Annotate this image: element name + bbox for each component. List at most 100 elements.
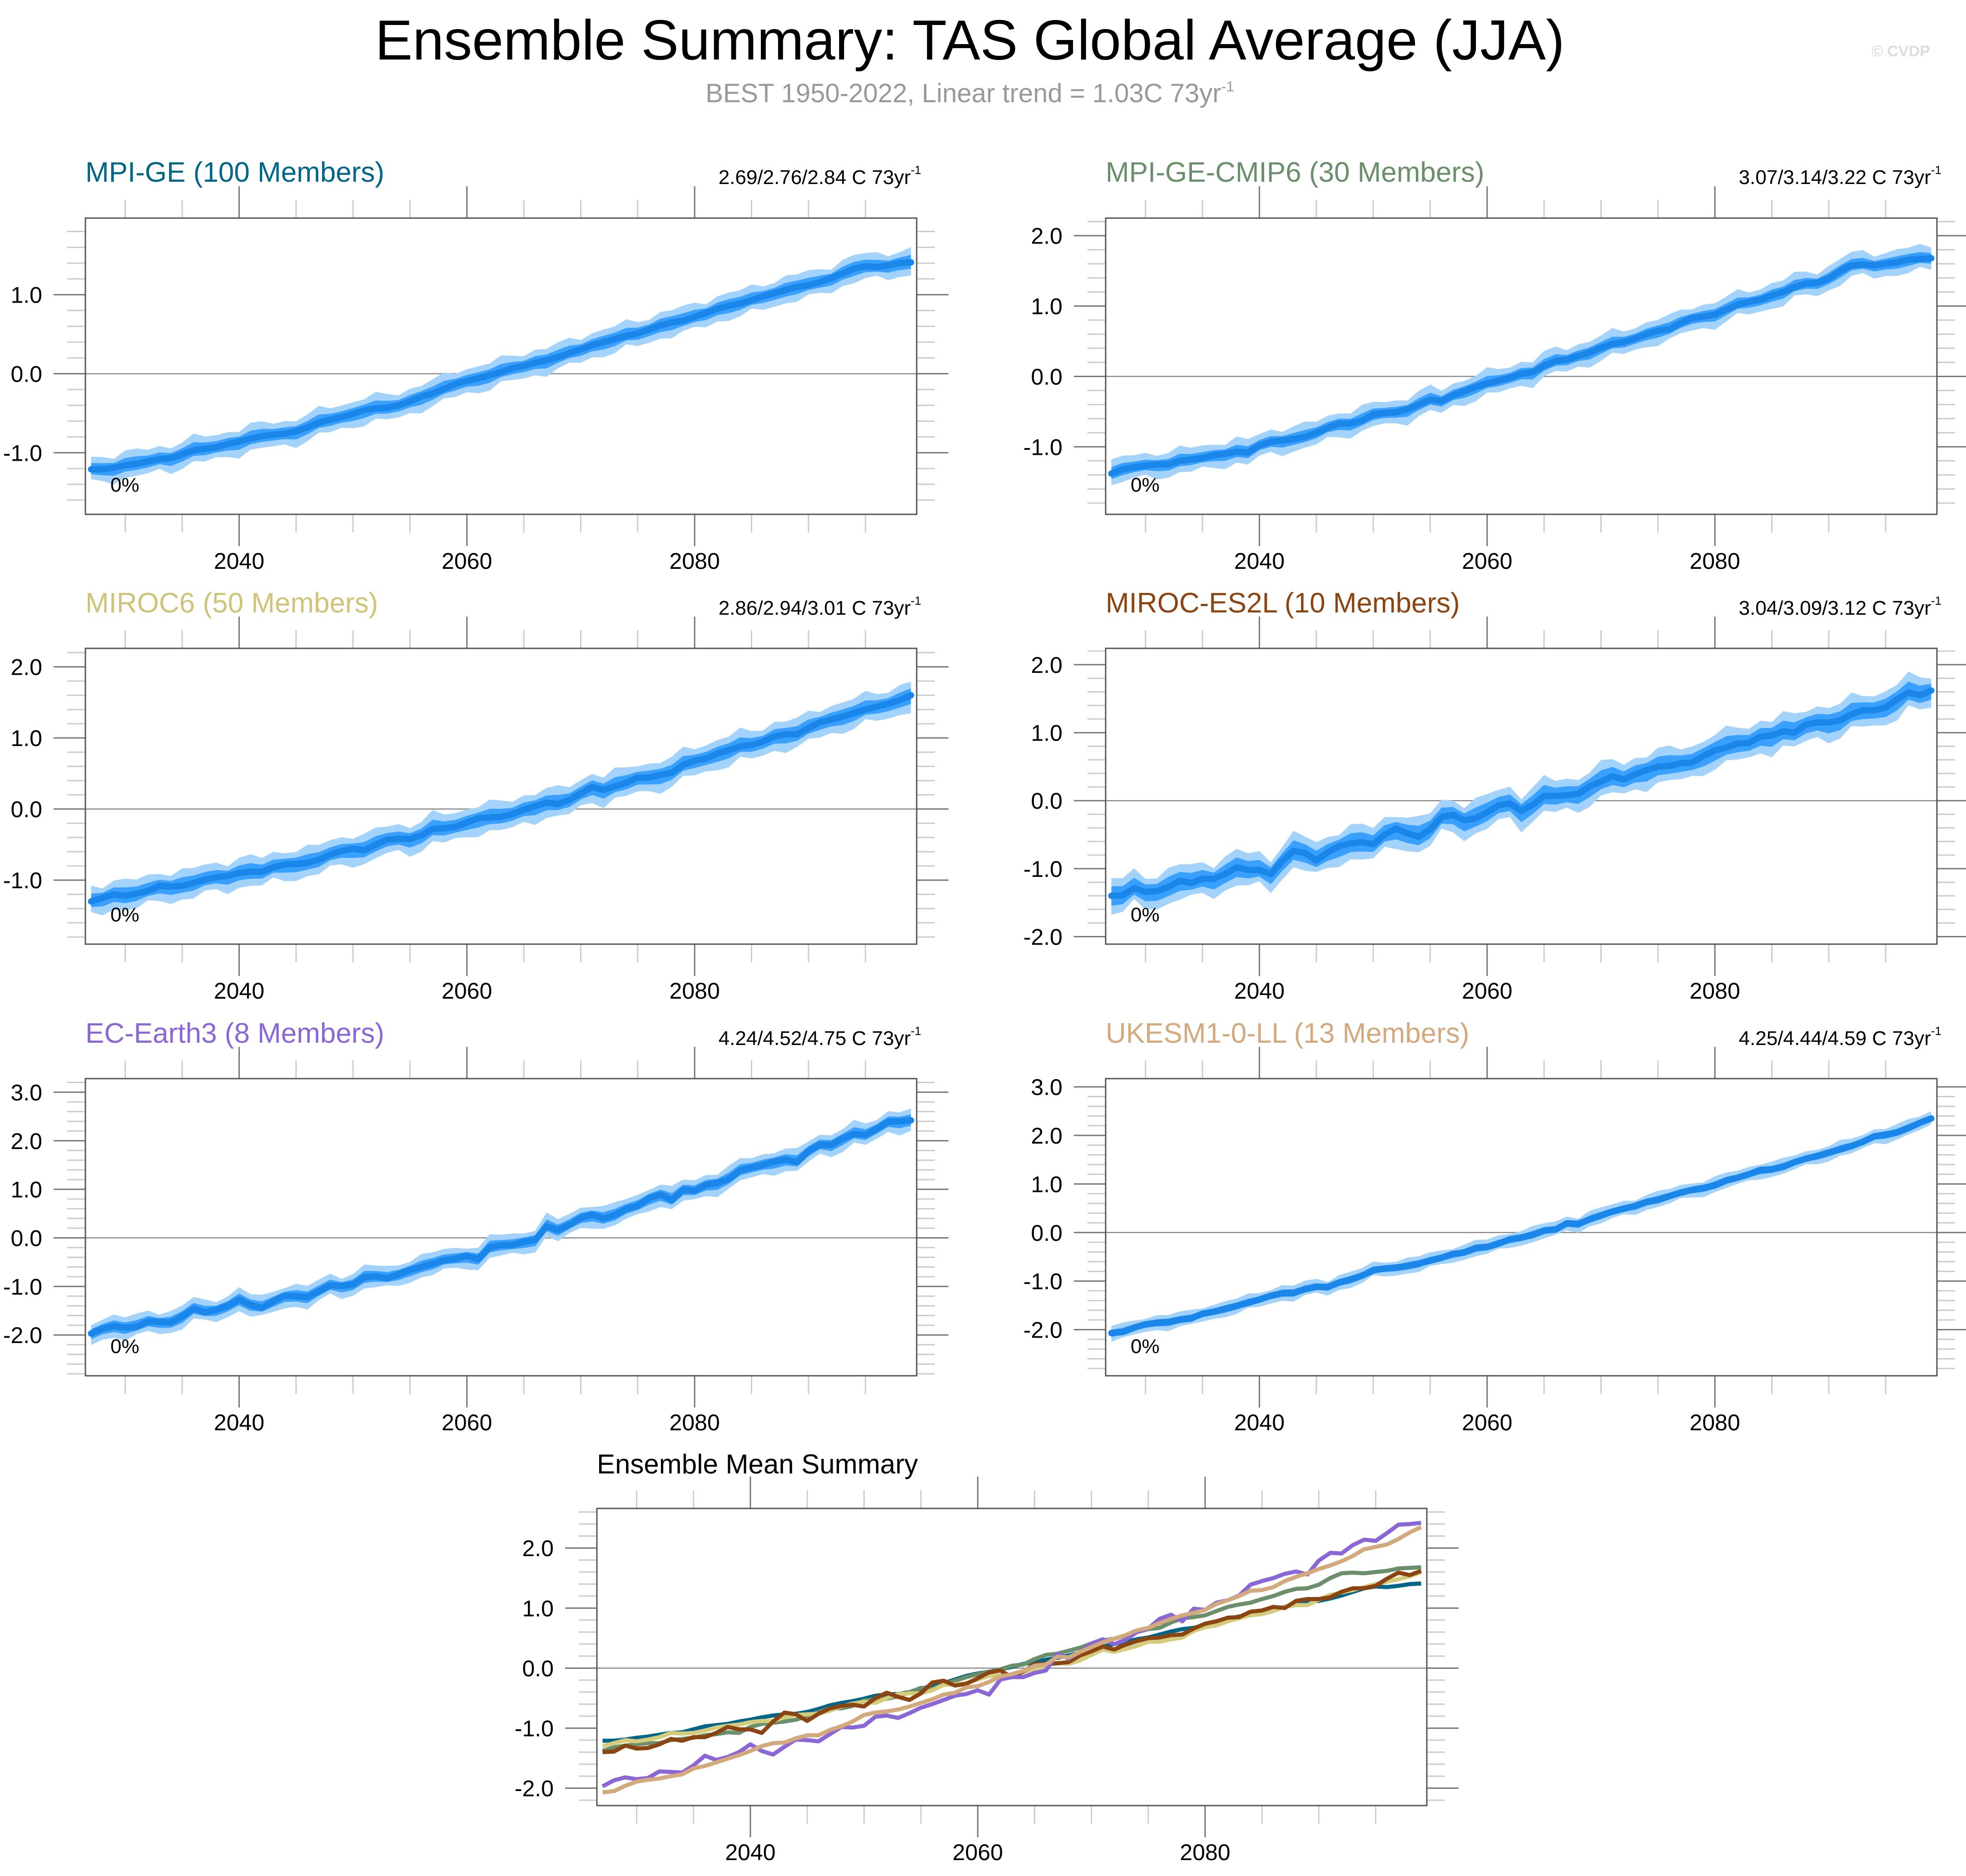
subtitle-text: BEST 1950-2022, Linear trend = 1.03C 73y… bbox=[705, 79, 1221, 108]
plot-frame bbox=[596, 1508, 1428, 1806]
panel-5: EC-Earth3 (8 Members) 4.24/4.52/4.75 C 73… bbox=[3, 1018, 948, 1435]
y-tick-label: 3.0 bbox=[1031, 1075, 1062, 1100]
trend-label: 2.86/2.94/3.01 C 73yr-1 bbox=[719, 594, 921, 619]
panel-title: UKESM1-0-LL (13 Members) bbox=[1106, 1018, 1470, 1049]
y-tick-label: -2.0 bbox=[3, 1323, 42, 1348]
trend-superscript: -1 bbox=[1931, 1024, 1941, 1038]
x-tick-label: 2080 bbox=[1690, 548, 1740, 574]
y-tick-label: 1.0 bbox=[522, 1596, 554, 1621]
y-tick-label: 2.0 bbox=[1031, 224, 1062, 249]
ensemble-mean-line bbox=[88, 692, 914, 905]
series-line-miroc6 bbox=[602, 1570, 1422, 1748]
ensemble-mean-line bbox=[88, 259, 914, 473]
y-tick-label: 1.0 bbox=[10, 726, 42, 751]
trend-value: 2.69/2.76/2.84 C 73yr bbox=[719, 166, 911, 189]
panel-title: MPI-GE (100 Members) bbox=[85, 157, 384, 188]
ensemble-mean-line bbox=[1108, 1115, 1935, 1336]
x-tick-label: 2040 bbox=[214, 548, 264, 574]
y-tick-label: 0.0 bbox=[1031, 788, 1062, 814]
y-tick-label: -1.0 bbox=[1023, 856, 1062, 882]
y-tick-label: 2.0 bbox=[10, 655, 42, 680]
panel-7: Ensemble Mean Summary 2040 2060 2080 -2.0 -1.… bbox=[515, 1449, 1459, 1865]
percent-label: 0% bbox=[1131, 474, 1160, 496]
percent-label: 0% bbox=[1131, 904, 1160, 926]
percent-label: 0% bbox=[110, 904, 139, 926]
x-tick-label: 2060 bbox=[1462, 978, 1512, 1004]
outer-spread-band bbox=[91, 682, 911, 916]
y-tick-label: 0.0 bbox=[1031, 364, 1062, 389]
x-tick-label: 2060 bbox=[442, 978, 492, 1004]
panel-title: MIROC6 (50 Members) bbox=[85, 587, 378, 619]
trend-label: 3.04/3.09/3.12 C 73yr-1 bbox=[1739, 594, 1941, 619]
y-tick-label: 3.0 bbox=[10, 1080, 42, 1105]
x-tick-label: 2060 bbox=[442, 548, 492, 574]
plot-frame bbox=[84, 647, 918, 945]
x-tick-label: 2060 bbox=[953, 1840, 1003, 1865]
y-tick-label: 2.0 bbox=[10, 1129, 42, 1154]
trend-superscript: -1 bbox=[911, 1024, 921, 1038]
y-tick-label: -1.0 bbox=[515, 1716, 554, 1742]
panel-3: MIROC6 (50 Members) 2.86/2.94/3.01 C 73yr… bbox=[3, 587, 948, 1004]
panel-1: MPI-GE (100 Members) 2.69/2.76/2.84 C 73y… bbox=[3, 157, 948, 574]
trend-value: 4.24/4.52/4.75 C 73yr bbox=[719, 1027, 911, 1050]
inner-spread-band bbox=[1111, 682, 1931, 906]
trend-value: 4.25/4.44/4.59 C 73yr bbox=[1739, 1027, 1931, 1050]
y-tick-label: -1.0 bbox=[3, 1274, 42, 1299]
trend-superscript: -1 bbox=[911, 594, 921, 607]
y-tick-label: -1.0 bbox=[3, 440, 42, 466]
y-tick-label: -2.0 bbox=[515, 1776, 554, 1801]
x-tick-label: 2040 bbox=[725, 1840, 775, 1865]
trend-superscript: -1 bbox=[1931, 163, 1941, 177]
y-tick-label: -2.0 bbox=[1023, 925, 1062, 950]
panel-4: MIROC-ES2L (10 Members) 3.04/3.09/3.12 C … bbox=[1023, 587, 1966, 1004]
x-tick-label: 2040 bbox=[1234, 548, 1285, 574]
trend-value: 3.07/3.14/3.22 C 73yr bbox=[1739, 166, 1931, 189]
ensemble-mean-line bbox=[88, 1117, 914, 1337]
ensemble-mean-line bbox=[1108, 687, 1935, 899]
percent-label: 0% bbox=[110, 1335, 139, 1358]
y-tick-label: 1.0 bbox=[1031, 294, 1062, 319]
outer-spread-band bbox=[91, 1108, 911, 1345]
x-tick-label: 2080 bbox=[670, 1410, 720, 1435]
outer-spread-band bbox=[1111, 672, 1931, 915]
plot-frame bbox=[1105, 647, 1938, 945]
y-tick-label: 0.0 bbox=[10, 1226, 42, 1251]
y-tick-label: 0.0 bbox=[522, 1656, 554, 1681]
trend-superscript: -1 bbox=[1931, 594, 1941, 607]
panel-title: MPI-GE-CMIP6 (30 Members) bbox=[1106, 157, 1484, 188]
y-tick-label: 0.0 bbox=[1031, 1220, 1062, 1246]
y-tick-label: 0.0 bbox=[10, 362, 42, 387]
x-tick-label: 2080 bbox=[1690, 1410, 1740, 1435]
x-tick-label: 2060 bbox=[1462, 548, 1512, 574]
series-line-mpi-ge-cmip6 bbox=[602, 1565, 1421, 1753]
figure-title: Ensemble Summary: TAS Global Average (JJ… bbox=[375, 9, 1565, 72]
trend-label: 3.07/3.14/3.22 C 73yr-1 bbox=[1739, 163, 1941, 189]
trend-superscript: -1 bbox=[911, 163, 921, 177]
trend-label: 4.24/4.52/4.75 C 73yr-1 bbox=[719, 1024, 921, 1050]
percent-label: 0% bbox=[110, 474, 139, 496]
plot-frame bbox=[1105, 217, 1938, 515]
y-tick-label: 1.0 bbox=[10, 1177, 42, 1203]
panel-title: EC-Earth3 (8 Members) bbox=[85, 1018, 384, 1049]
panel-title: MIROC-ES2L (10 Members) bbox=[1106, 587, 1460, 619]
plot-frame bbox=[1105, 1078, 1938, 1377]
y-tick-label: -1.0 bbox=[1023, 434, 1062, 460]
plot-frame bbox=[84, 217, 918, 515]
panel-2: MPI-GE-CMIP6 (30 Members) 3.07/3.14/3.22 … bbox=[1023, 157, 1966, 574]
percent-label: 0% bbox=[1131, 1335, 1160, 1358]
x-tick-label: 2060 bbox=[442, 1410, 492, 1435]
y-tick-label: 1.0 bbox=[10, 283, 42, 308]
series-line-ukesm1-0-ll bbox=[602, 1525, 1422, 1795]
x-tick-label: 2040 bbox=[214, 978, 264, 1004]
y-tick-label: -1.0 bbox=[3, 868, 42, 893]
x-tick-label: 2080 bbox=[1180, 1840, 1230, 1865]
y-tick-label: 1.0 bbox=[1031, 721, 1062, 746]
figure-subtitle: BEST 1950-2022, Linear trend = 1.03C 73y… bbox=[0, 78, 1940, 109]
x-tick-label: 2080 bbox=[670, 548, 720, 574]
y-tick-label: 2.0 bbox=[522, 1536, 554, 1561]
trend-label: 4.25/4.44/4.59 C 73yr-1 bbox=[1739, 1024, 1941, 1050]
y-tick-label: -1.0 bbox=[1023, 1269, 1062, 1294]
cvdp-watermark: © CVDP bbox=[1872, 43, 1930, 60]
series-line-ec-earth3 bbox=[601, 1521, 1421, 1788]
